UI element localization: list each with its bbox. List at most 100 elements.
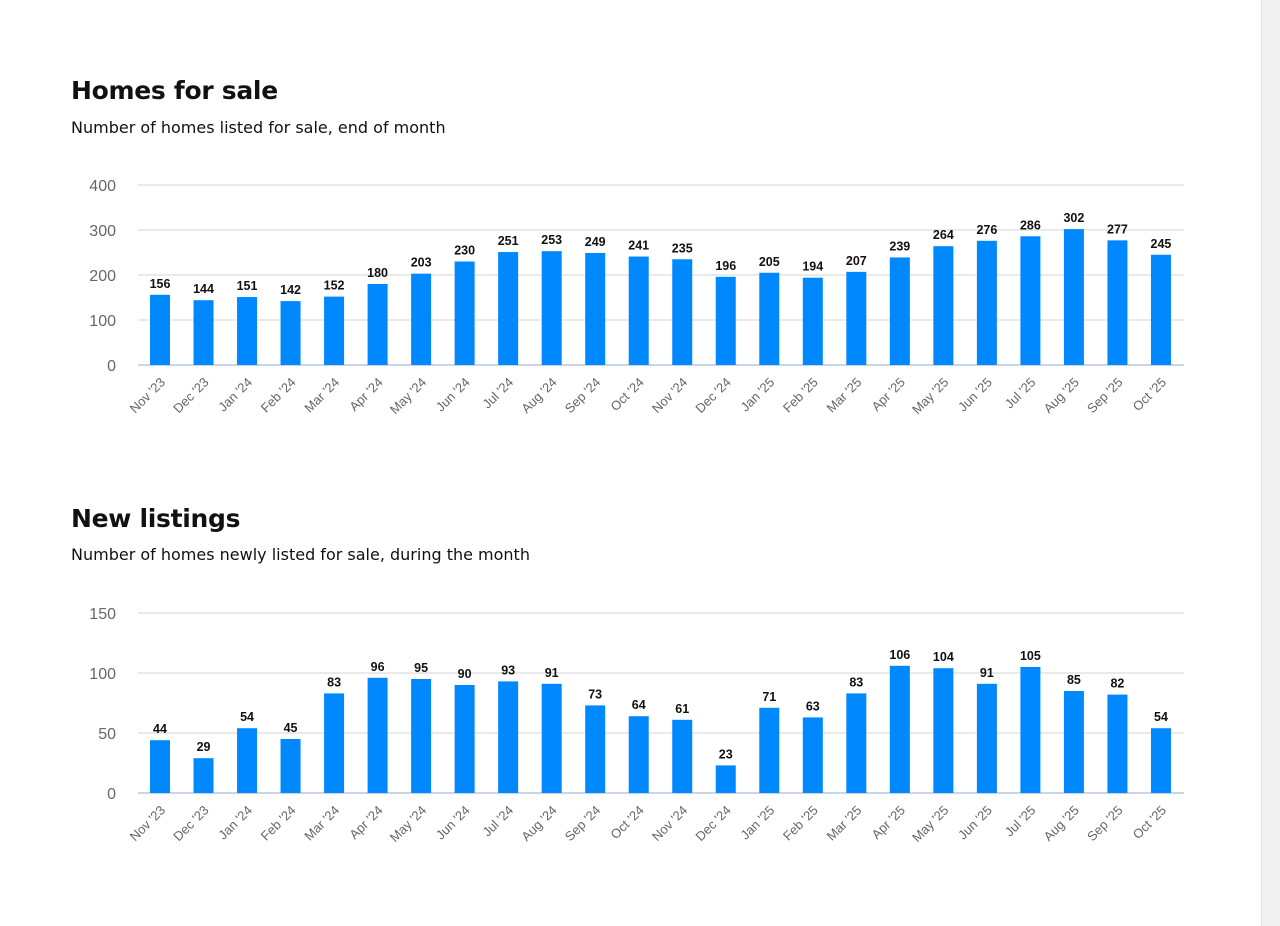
bar — [1063, 691, 1084, 793]
bar — [324, 693, 345, 793]
bar — [889, 257, 910, 365]
data-label: 207 — [846, 254, 867, 268]
data-label: 104 — [933, 650, 954, 664]
x-tick-label: Jul '25 — [1002, 375, 1039, 412]
bar — [846, 271, 867, 365]
bar — [976, 240, 997, 365]
bar — [324, 296, 345, 365]
data-label: 180 — [367, 266, 388, 280]
bar — [672, 259, 693, 365]
data-label: 253 — [541, 233, 562, 247]
data-label: 82 — [1110, 677, 1124, 691]
x-tick-label: Oct '24 — [607, 375, 646, 414]
x-tick-label: Jul '25 — [1002, 803, 1039, 840]
x-tick-label: Jun '25 — [955, 375, 995, 415]
chart2-title: New listings — [71, 504, 241, 533]
data-label: 151 — [237, 279, 258, 293]
x-tick-label: Apr '24 — [346, 803, 385, 842]
data-label: 44 — [153, 722, 167, 736]
bar — [280, 739, 301, 793]
data-label: 61 — [675, 702, 689, 716]
x-tick-label: Feb '25 — [780, 375, 821, 416]
scrollbar[interactable] — [1261, 0, 1280, 926]
x-tick-label: Apr '25 — [869, 375, 908, 414]
new-listings-chart: 0 50 100 150 44 Nov '23 29 Dec '23 54 Jan '24 45 Fe… — [89, 606, 1184, 845]
x-tick-label: Jun '25 — [955, 803, 995, 843]
x-tick-label: Jan '24 — [215, 803, 255, 843]
bar — [933, 668, 954, 793]
x-tick-label: Jan '25 — [737, 803, 777, 843]
x-tick-label: Aug '24 — [518, 803, 559, 844]
x-tick-label: Aug '24 — [518, 375, 559, 416]
bar — [1020, 667, 1041, 793]
x-tick-label: Mar '24 — [301, 375, 342, 416]
data-label: 277 — [1107, 222, 1128, 236]
data-label: 276 — [976, 223, 997, 237]
data-label: 239 — [889, 239, 910, 253]
y-tick-label: 0 — [107, 358, 116, 375]
bar — [715, 765, 736, 793]
bar — [1107, 694, 1128, 793]
x-tick-label: Aug '25 — [1041, 803, 1082, 844]
x-tick-label: Oct '25 — [1130, 375, 1169, 414]
x-tick-label: Oct '25 — [1130, 803, 1169, 842]
chart2-subtitle: Number of homes newly listed for sale, d… — [71, 545, 530, 564]
x-tick-label: Dec '23 — [170, 803, 211, 844]
data-label: 90 — [458, 667, 472, 681]
bar — [889, 665, 910, 793]
bar — [237, 728, 258, 793]
data-label: 83 — [327, 675, 341, 689]
bar — [628, 256, 649, 365]
x-tick-label: Aug '25 — [1041, 375, 1082, 416]
y-tick-label: 100 — [89, 666, 116, 683]
x-tick-label: Mar '24 — [301, 803, 342, 844]
x-tick-label: Dec '24 — [692, 375, 733, 416]
data-label: 106 — [889, 648, 910, 662]
bar — [715, 276, 736, 365]
data-label: 264 — [933, 228, 954, 242]
data-label: 85 — [1067, 673, 1081, 687]
y-tick-label: 0 — [107, 786, 116, 803]
data-label: 54 — [1154, 710, 1168, 724]
x-tick-label: Jun '24 — [433, 375, 473, 415]
bar — [1107, 240, 1128, 365]
data-label: 64 — [632, 698, 646, 712]
x-tick-label: Jan '24 — [215, 375, 255, 415]
x-tick-label: Jan '25 — [737, 375, 777, 415]
x-tick-label: Nov '23 — [127, 375, 168, 416]
y-tick-label: 150 — [89, 606, 116, 623]
data-label: 205 — [759, 255, 780, 269]
x-tick-label: Apr '25 — [869, 803, 908, 842]
data-label: 71 — [762, 690, 776, 704]
bar — [193, 758, 214, 793]
x-tick-label: Sep '25 — [1084, 375, 1125, 416]
data-label: 63 — [806, 699, 820, 713]
x-tick-label: Feb '25 — [780, 803, 821, 844]
y-tick-label: 200 — [89, 268, 116, 285]
bar — [454, 261, 475, 365]
bar — [759, 272, 780, 365]
bar — [541, 683, 562, 793]
x-tick-label: Dec '23 — [170, 375, 211, 416]
chart1-title: Homes for sale — [71, 76, 278, 105]
data-label: 196 — [715, 259, 736, 273]
data-label: 83 — [849, 675, 863, 689]
x-tick-label: Nov '23 — [127, 803, 168, 844]
data-label: 245 — [1151, 237, 1172, 251]
bar — [672, 719, 693, 793]
x-tick-label: Apr '24 — [346, 375, 385, 414]
bar — [976, 683, 997, 793]
data-label: 251 — [498, 234, 519, 248]
bar — [498, 252, 519, 365]
bar — [454, 685, 475, 793]
bar — [498, 681, 519, 793]
x-tick-label: Feb '24 — [258, 803, 299, 844]
data-label: 194 — [802, 260, 823, 274]
x-tick-label: Nov '24 — [649, 803, 690, 844]
data-label: 93 — [501, 663, 515, 677]
x-tick-label: Oct '24 — [607, 803, 646, 842]
bar — [367, 677, 388, 793]
data-label: 241 — [628, 239, 649, 253]
data-label: 203 — [411, 256, 432, 270]
bar — [411, 679, 432, 793]
